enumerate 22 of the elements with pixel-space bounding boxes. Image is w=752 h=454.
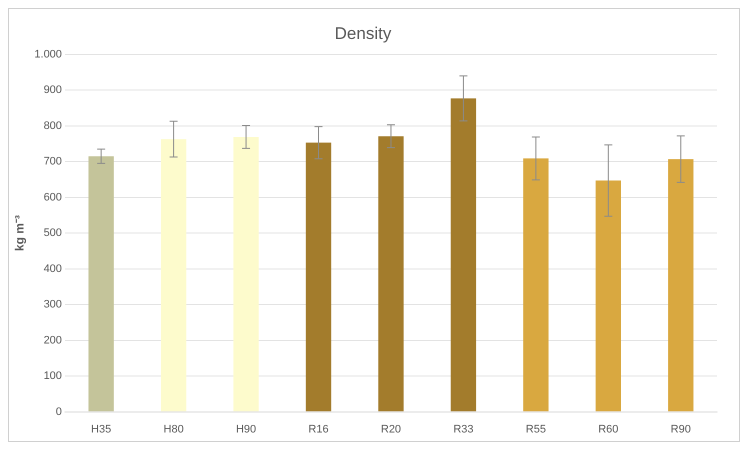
y-tick-label: 200 [44,334,62,346]
x-tick-label: R55 [526,423,546,436]
x-tick-label: R20 [380,423,402,436]
y-tick-label: 100 [44,370,62,382]
y-axis-title: kg m⁻³ [12,215,27,252]
y-tick-label: 600 [44,191,62,204]
y-tick-label: 0 [56,406,62,418]
x-tick-label: R16 [308,423,329,436]
y-tick-label: 500 [44,227,62,240]
x-tick-label: H35 [91,423,112,436]
x-tick-label: R60 [598,423,618,436]
y-tick-label: 700 [44,156,62,168]
y-tick-label: 800 [44,120,62,132]
x-tick-label: H80 [164,423,184,436]
y-tick-label: 1.000 [34,48,62,60]
y-tick-label: 400 [44,262,62,275]
y-tick-label: 900 [44,84,62,96]
y-tick-label: 300 [44,298,62,311]
x-tick-label: H90 [236,423,256,436]
x-tick-label: R90 [670,423,691,436]
chart-title: Density [334,24,392,43]
x-tick-label: R33 [453,423,474,436]
